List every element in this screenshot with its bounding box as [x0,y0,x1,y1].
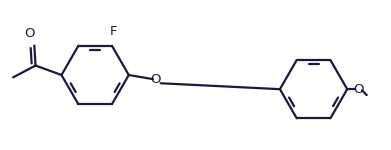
Text: O: O [353,83,364,96]
Text: F: F [109,25,117,38]
Text: O: O [150,73,161,86]
Text: O: O [24,27,35,40]
